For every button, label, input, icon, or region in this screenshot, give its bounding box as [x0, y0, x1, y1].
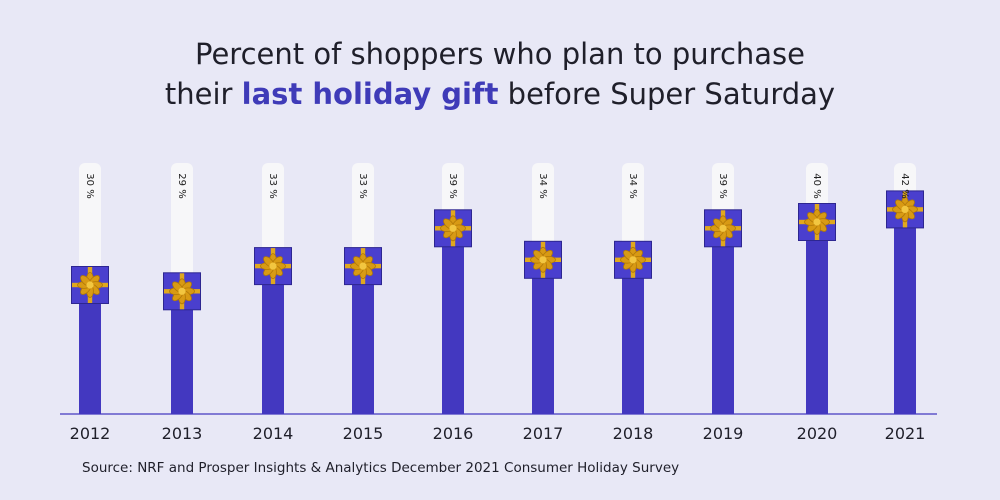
- bar-group: 30 % 2012: [70, 163, 111, 443]
- data-label: 33 %: [357, 173, 368, 198]
- gift-box-icon: [886, 190, 924, 229]
- data-label: 33 %: [267, 173, 278, 198]
- x-tick-label: 2020: [797, 424, 838, 443]
- source-note: Source: NRF and Prosper Insights & Analy…: [82, 460, 680, 476]
- bar: [352, 266, 374, 414]
- bow-knot: [539, 256, 547, 264]
- gift-box-icon: [704, 209, 742, 248]
- bar-group: 34 % 2017: [523, 163, 564, 443]
- data-label: 39 %: [447, 173, 458, 198]
- bow-knot: [86, 281, 94, 289]
- bow-knot: [269, 262, 277, 270]
- bow-knot: [813, 218, 821, 226]
- data-label: 34 %: [537, 173, 548, 198]
- bar-group: 34 % 2018: [613, 163, 654, 443]
- title-line-2: their last holiday gift before Super Sat…: [0, 74, 1000, 114]
- bow-knot: [449, 224, 457, 232]
- bar: [442, 228, 464, 414]
- gift-box-icon: [798, 203, 836, 241]
- x-tick-label: 2017: [523, 424, 564, 443]
- x-tick-label: 2013: [162, 424, 203, 443]
- bar-group: 39 % 2016: [433, 163, 474, 443]
- bar: [712, 228, 734, 414]
- gift-box-icon: [344, 247, 382, 286]
- bar: [532, 259, 554, 414]
- bar: [894, 209, 916, 414]
- data-label: 30 %: [84, 173, 95, 198]
- bar: [622, 259, 644, 414]
- data-label: 29 %: [176, 173, 187, 198]
- data-label: 40 %: [811, 173, 822, 198]
- bar-group: 29 % 2013: [162, 163, 203, 443]
- bow-knot: [719, 224, 727, 232]
- x-tick-label: 2012: [70, 424, 111, 443]
- x-tick-label: 2014: [253, 424, 294, 443]
- x-tick-label: 2019: [703, 424, 744, 443]
- x-tick-label: 2018: [613, 424, 654, 443]
- data-label: 34 %: [627, 173, 638, 198]
- gift-box-icon: [434, 209, 472, 248]
- gift-box-icon: [71, 266, 109, 304]
- title-line-2-suffix: before Super Saturday: [498, 77, 836, 111]
- bar: [79, 285, 101, 414]
- gift-box-icon: [524, 240, 562, 279]
- gift-box-icon: [614, 240, 652, 279]
- title-highlight: last holiday gift: [241, 77, 499, 111]
- x-tick-label: 2015: [343, 424, 384, 443]
- title-line-1: Percent of shoppers who plan to purchase: [195, 37, 805, 71]
- x-tick-label: 2016: [433, 424, 474, 443]
- bar-group: 33 % 2014: [253, 163, 294, 443]
- bar: [262, 266, 284, 414]
- bar-group: 42 % 2021: [885, 163, 926, 443]
- bar-group: 39 % 2019: [703, 163, 744, 443]
- bow-knot: [901, 205, 909, 213]
- gift-box-icon: [163, 272, 201, 311]
- bar-group: 33 % 2015: [343, 163, 384, 443]
- gift-box-icon: [254, 247, 292, 286]
- x-tick-label: 2021: [885, 424, 926, 443]
- data-label: 42 %: [899, 173, 910, 198]
- chart-title: Percent of shoppers who plan to purchase…: [0, 34, 1000, 114]
- bow-knot: [359, 262, 367, 270]
- data-label: 39 %: [717, 173, 728, 198]
- bow-knot: [629, 256, 637, 264]
- title-line-2-prefix: their: [164, 77, 242, 111]
- bow-knot: [178, 287, 186, 295]
- bar: [806, 222, 828, 414]
- bar: [171, 291, 193, 414]
- bar-group: 40 % 2020: [797, 163, 838, 443]
